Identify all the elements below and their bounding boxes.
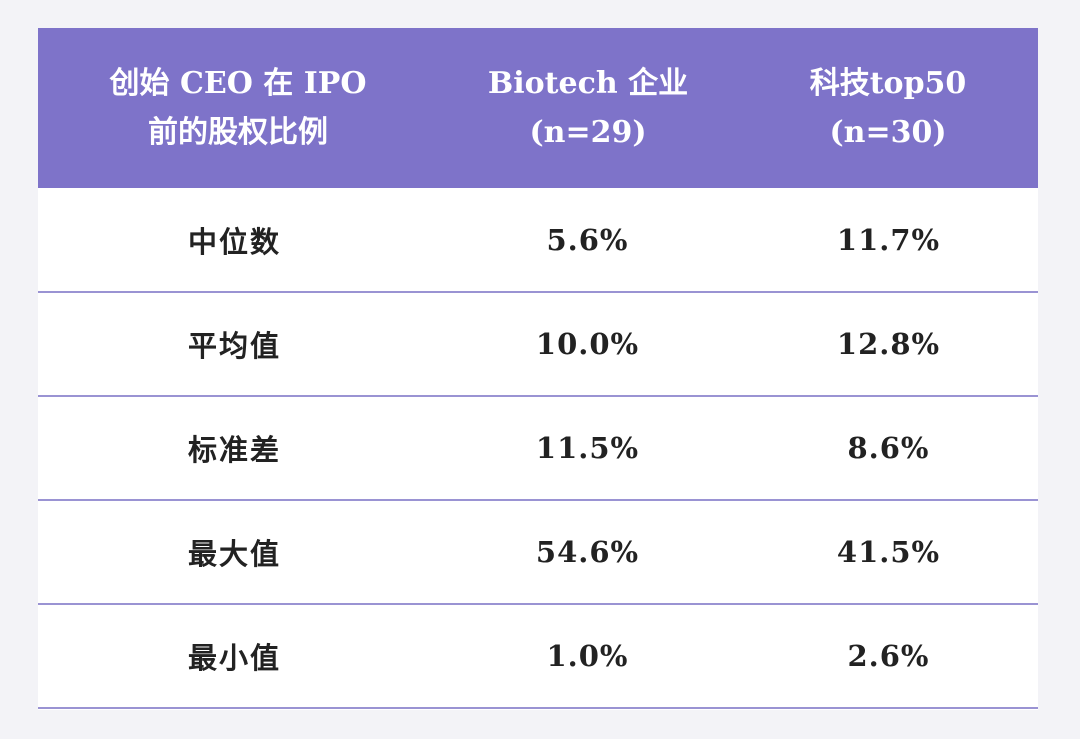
table-row: 最小值 1.0% 2.6% bbox=[38, 604, 1038, 708]
row-label: 标准差 bbox=[188, 433, 282, 467]
header-tech-line2: (n=30) bbox=[829, 115, 947, 150]
cell-tech: 11.7% bbox=[836, 222, 941, 257]
header-biotech-line1: Biotech 企业 bbox=[487, 66, 689, 101]
cell-tech: 8.6% bbox=[847, 431, 930, 465]
cell-biotech: 5.6% bbox=[546, 222, 629, 257]
table-row: 标准差 11.5% 8.6% bbox=[38, 396, 1038, 500]
header-tech: 科技top50 (n=30) bbox=[738, 28, 1038, 188]
table-row: 最大值 54.6% 41.5% bbox=[38, 500, 1038, 604]
header-metric-line2: 前的股权比例 bbox=[148, 115, 328, 150]
header-metric: 创始 CEO 在 IPO 前的股权比例 bbox=[38, 28, 438, 188]
ceo-equity-table: 创始 CEO 在 IPO 前的股权比例 Biotech 企业 (n=29) 科技… bbox=[38, 28, 1038, 709]
cell-tech: 2.6% bbox=[847, 639, 930, 673]
row-label: 最小值 bbox=[188, 641, 282, 675]
header-biotech: Biotech 企业 (n=29) bbox=[438, 28, 738, 188]
cell-tech: 41.5% bbox=[836, 535, 941, 569]
table-row: 中位数 5.6% 11.7% bbox=[38, 188, 1038, 292]
table-row: 平均值 10.0% 12.8% bbox=[38, 292, 1038, 396]
cell-tech: 12.8% bbox=[836, 327, 941, 361]
cell-biotech: 54.6% bbox=[535, 535, 640, 569]
row-label: 最大值 bbox=[188, 537, 282, 571]
cell-biotech: 10.0% bbox=[535, 327, 640, 361]
header-metric-line1: 创始 CEO 在 IPO bbox=[109, 66, 367, 101]
header-biotech-line2: (n=29) bbox=[529, 115, 647, 150]
row-label: 中位数 bbox=[188, 224, 282, 259]
header-tech-line1: 科技top50 bbox=[809, 66, 967, 101]
cell-biotech: 1.0% bbox=[546, 639, 629, 673]
equity-table-container: 创始 CEO 在 IPO 前的股权比例 Biotech 企业 (n=29) 科技… bbox=[38, 28, 1038, 710]
cell-biotech: 11.5% bbox=[535, 431, 640, 465]
table-header-row: 创始 CEO 在 IPO 前的股权比例 Biotech 企业 (n=29) 科技… bbox=[38, 28, 1038, 188]
row-label: 平均值 bbox=[188, 329, 282, 363]
